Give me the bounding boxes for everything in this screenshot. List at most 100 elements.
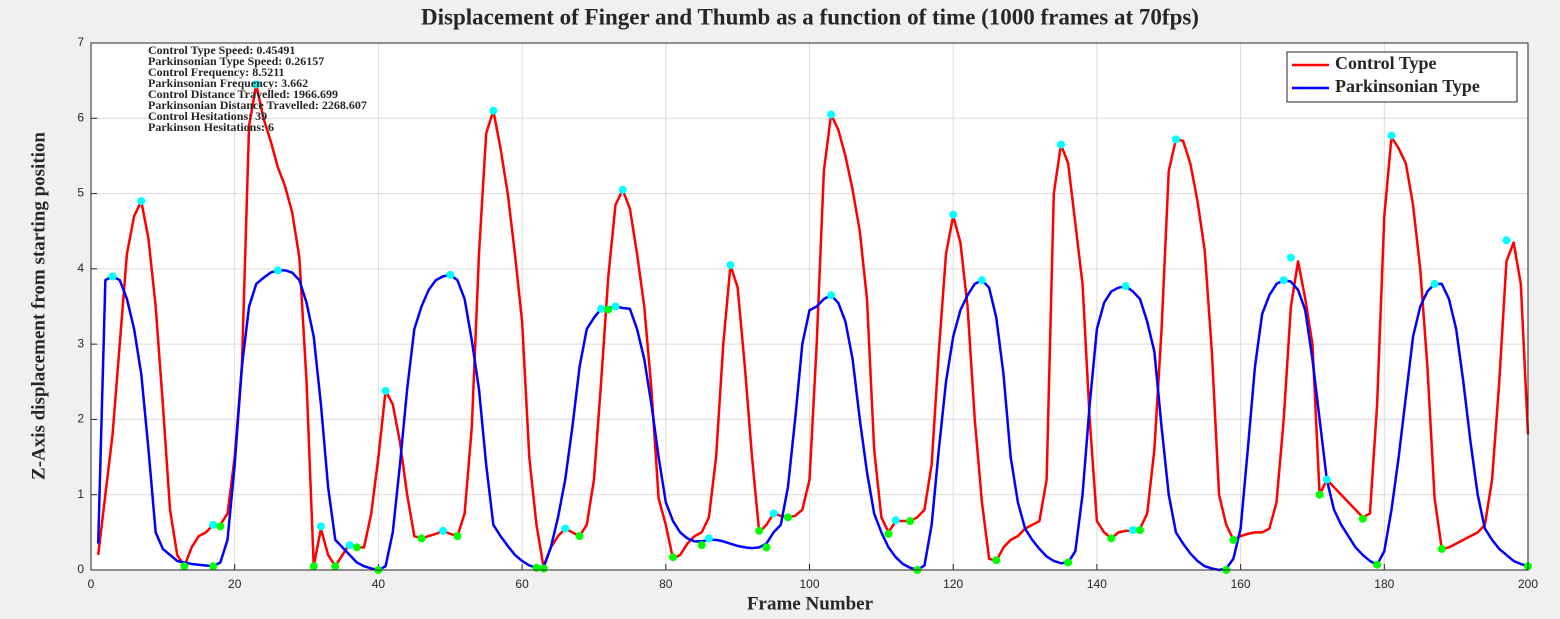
trough-marker (539, 564, 548, 573)
trough-marker (1358, 514, 1367, 523)
y-tick-label: 3 (77, 336, 84, 350)
trough-marker (755, 526, 764, 535)
trough-marker (783, 513, 792, 522)
trough-marker (575, 532, 584, 541)
legend-box (1286, 51, 1518, 103)
trough-marker (1315, 490, 1324, 499)
peak-marker (1056, 140, 1065, 149)
peak-marker (1322, 475, 1331, 484)
legend-label: Parkinsonian Type (1335, 76, 1480, 96)
annotation: Control Distance Travelled: 1966.699 (148, 87, 338, 101)
peak-marker (316, 522, 325, 531)
legend: Control Type Parkinsonian Type (1286, 51, 1518, 103)
peak-marker (561, 524, 570, 533)
x-tick-label: 80 (659, 577, 673, 591)
peak-marker (1286, 253, 1295, 262)
peak-marker (439, 526, 448, 535)
trough-marker (1437, 544, 1446, 553)
annotation: Parkinsonian Frequency: 3.662 (148, 76, 308, 90)
peak-marker (252, 80, 261, 89)
y-tick-label: 5 (77, 186, 84, 200)
trough-marker (331, 562, 340, 571)
peak-marker (1430, 279, 1439, 288)
trough-marker (884, 529, 893, 538)
peak-marker (618, 185, 627, 194)
x-tick-label: 160 (1231, 577, 1251, 591)
annotation: Parkinsonian Type Speed: 0.26157 (148, 54, 324, 68)
trough-marker (762, 543, 771, 552)
y-tick-label: 1 (77, 487, 84, 501)
trough-marker (697, 541, 706, 550)
peak-marker (769, 509, 778, 518)
peak-marker (108, 272, 117, 281)
trough-marker (180, 562, 189, 571)
peak-marker (1128, 526, 1137, 535)
trough-marker (209, 562, 218, 571)
peak-marker (381, 386, 390, 395)
x-tick-label: 120 (943, 577, 963, 591)
annotation: Control Hesitations: 39 (148, 109, 267, 123)
trough-marker (216, 522, 225, 531)
trough-marker (668, 553, 677, 562)
peak-marker (1171, 135, 1180, 144)
peak-marker (1387, 131, 1396, 140)
annotation: Parkinson Hesitations: 6 (148, 120, 274, 134)
trough-marker (1064, 558, 1073, 567)
y-tick-label: 2 (77, 412, 84, 426)
peak-marker (977, 276, 986, 285)
x-tick-label: 180 (1374, 577, 1394, 591)
trough-marker (352, 543, 361, 552)
trough-marker (1107, 534, 1116, 543)
peak-marker (1121, 282, 1130, 291)
peak-marker (1502, 236, 1511, 245)
peak-marker (704, 534, 713, 543)
peak-marker (597, 304, 606, 313)
trough-marker (906, 517, 915, 526)
annotations: Control Type Speed: 0.45491Parkinsonian … (148, 43, 367, 134)
legend-label: Control Type (1335, 53, 1437, 73)
chart-title: Displacement of Finger and Thumb as a fu… (421, 4, 1199, 29)
peak-marker (345, 541, 354, 550)
x-tick-label: 20 (228, 577, 242, 591)
peak-marker (827, 110, 836, 119)
y-tick-label: 6 (77, 110, 84, 124)
x-tick-label: 200 (1518, 577, 1538, 591)
trough-marker (1229, 535, 1238, 544)
trough-marker (1373, 560, 1382, 569)
markers (108, 80, 1532, 574)
peak-marker (137, 197, 146, 206)
peak-marker (1279, 276, 1288, 285)
trough-marker (532, 563, 541, 572)
axes-box (90, 42, 1529, 571)
peak-marker (891, 516, 900, 525)
y-axis-label: Z-Axis displacement from starting positi… (28, 132, 49, 480)
x-tick-label: 60 (515, 577, 529, 591)
annotation: Control Type Speed: 0.45491 (148, 43, 295, 57)
peak-marker (726, 261, 735, 270)
trough-marker (417, 534, 426, 543)
x-axis-label: Frame Number (747, 593, 874, 614)
peak-marker (273, 266, 282, 275)
trough-marker (992, 556, 1001, 565)
trough-marker (309, 562, 318, 571)
annotation: Parkinsonian Distance Travelled: 2268.60… (148, 98, 367, 112)
series-line (96, 269, 1529, 572)
x-tick-label: 100 (799, 577, 819, 591)
peak-marker (446, 270, 455, 279)
x-tick-label: 0 (88, 577, 95, 591)
trough-marker (453, 532, 462, 541)
peak-marker (209, 520, 218, 529)
x-tick-label: 140 (1087, 577, 1107, 591)
peak-marker (611, 302, 620, 311)
y-tick-label: 7 (77, 35, 84, 49)
peak-marker (489, 106, 498, 115)
peak-marker (949, 210, 958, 219)
x-tick-label: 40 (372, 577, 386, 591)
annotation: Control Frequency: 8.5211 (148, 65, 285, 79)
trough-marker (1136, 526, 1145, 535)
y-tick-label: 0 (77, 562, 84, 576)
y-tick-label: 4 (77, 261, 84, 275)
peak-marker (827, 291, 836, 300)
trough-marker (604, 305, 613, 314)
